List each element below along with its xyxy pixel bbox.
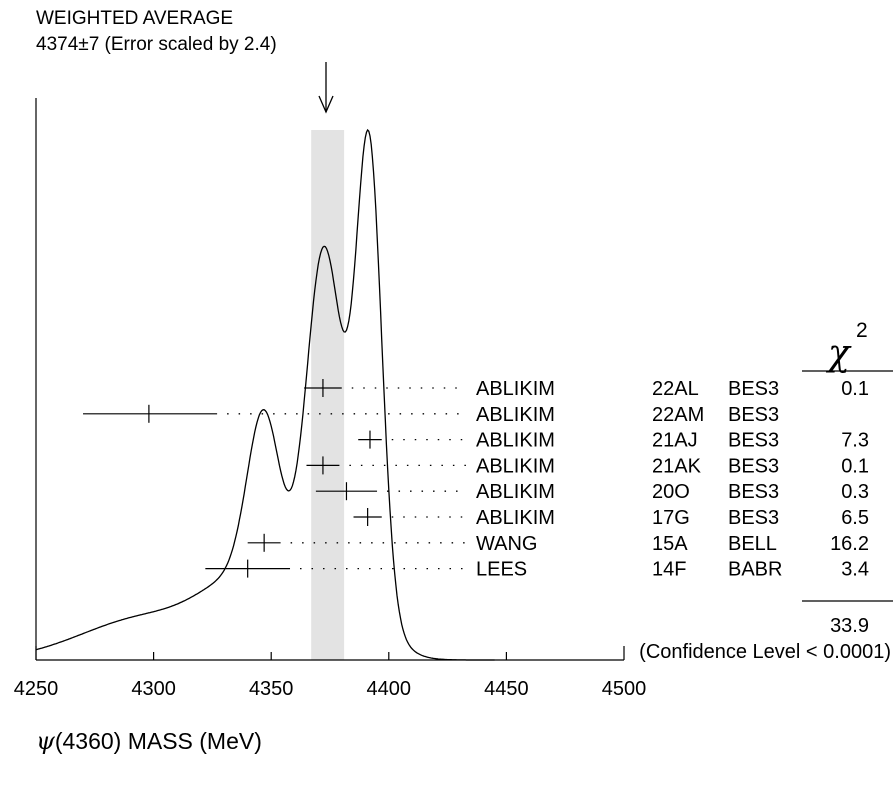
row-chi2: 6.5 — [841, 507, 869, 529]
row-reference: 21AJ — [652, 430, 698, 452]
average-arrow — [318, 62, 334, 114]
chart-title-line2: 4374±7 (Error scaled by 2.4) — [36, 34, 277, 55]
row-author: ABLIKIM — [476, 404, 555, 426]
row-chi2: 0.1 — [841, 378, 869, 400]
row-reference: 22AL — [652, 378, 699, 400]
row-experiment: BES3 — [728, 378, 779, 400]
row-experiment: BES3 — [728, 404, 779, 426]
ideogram-curve — [35, 128, 495, 661]
row-experiment: BABR — [728, 559, 782, 581]
confidence-level: (Confidence Level < 0.0001) — [639, 641, 891, 663]
measurement-row: WANG 15A BELL 16.2 — [247, 533, 869, 555]
chi2-header: χ 2 — [802, 319, 893, 374]
row-chi2: 16.2 — [830, 533, 869, 555]
row-chi2: 7.3 — [841, 430, 869, 452]
row-author: ABLIKIM — [476, 507, 555, 529]
row-author: ABLIKIM — [476, 455, 555, 477]
row-author: ABLIKIM — [476, 481, 555, 503]
x-tick-label: 4450 — [484, 678, 529, 700]
x-tick-label: 4500 — [602, 678, 647, 700]
chi2-total: 33.9 — [830, 615, 869, 637]
x-tick-label: 4400 — [367, 678, 412, 700]
x-tick-label: 4250 — [14, 678, 59, 700]
row-author: ABLIKIM — [476, 430, 555, 452]
measurement-row: ABLIKIM 22AM BES3 — [83, 404, 779, 426]
row-chi2: 0.3 — [841, 481, 869, 503]
x-axis-label: ψ(4360) MASS (MeV) — [36, 727, 262, 755]
measurement-row: ABLIKIM 21AJ BES3 7.3 — [358, 430, 869, 452]
row-experiment: BES3 — [728, 507, 779, 529]
row-author: LEES — [476, 559, 527, 581]
row-reference: 14F — [652, 559, 686, 581]
row-chi2: 3.4 — [841, 559, 869, 581]
row-author: ABLIKIM — [476, 378, 555, 400]
x-axis-label-text: (4360) MASS (MeV) — [55, 728, 262, 754]
x-tick-label: 4300 — [131, 678, 176, 700]
row-reference: 21AK — [652, 455, 702, 477]
row-reference: 22AM — [652, 404, 704, 426]
weighted-average-band — [311, 130, 345, 660]
row-author: WANG — [476, 533, 537, 555]
measurement-row: ABLIKIM 17G BES3 6.5 — [353, 507, 869, 529]
measurement-row: LEES 14F BABR 3.4 — [205, 559, 869, 581]
measurement-row: ABLIKIM 22AL BES3 0.1 — [304, 378, 869, 400]
chart-title-line1: WEIGHTED AVERAGE — [36, 8, 233, 29]
measurement-row: ABLIKIM 21AK BES3 0.1 — [306, 455, 869, 477]
row-reference: 15A — [652, 533, 688, 555]
x-axis-label-symbol: ψ — [36, 727, 56, 755]
row-reference: 17G — [652, 507, 690, 529]
row-experiment: BES3 — [728, 481, 779, 503]
chi2-superscript: 2 — [856, 319, 868, 342]
x-tick-label: 4350 — [249, 678, 294, 700]
row-experiment: BES3 — [728, 455, 779, 477]
x-axis-ticks: 4250 4300 4350 4400 4450 4500 — [14, 646, 647, 700]
row-chi2: 0.1 — [841, 455, 869, 477]
row-experiment: BES3 — [728, 430, 779, 452]
measurement-row: ABLIKIM 20O BES3 0.3 — [315, 481, 869, 503]
row-reference: 20O — [652, 481, 690, 503]
chi2-symbol: χ — [825, 333, 852, 374]
row-experiment: BELL — [728, 533, 777, 555]
